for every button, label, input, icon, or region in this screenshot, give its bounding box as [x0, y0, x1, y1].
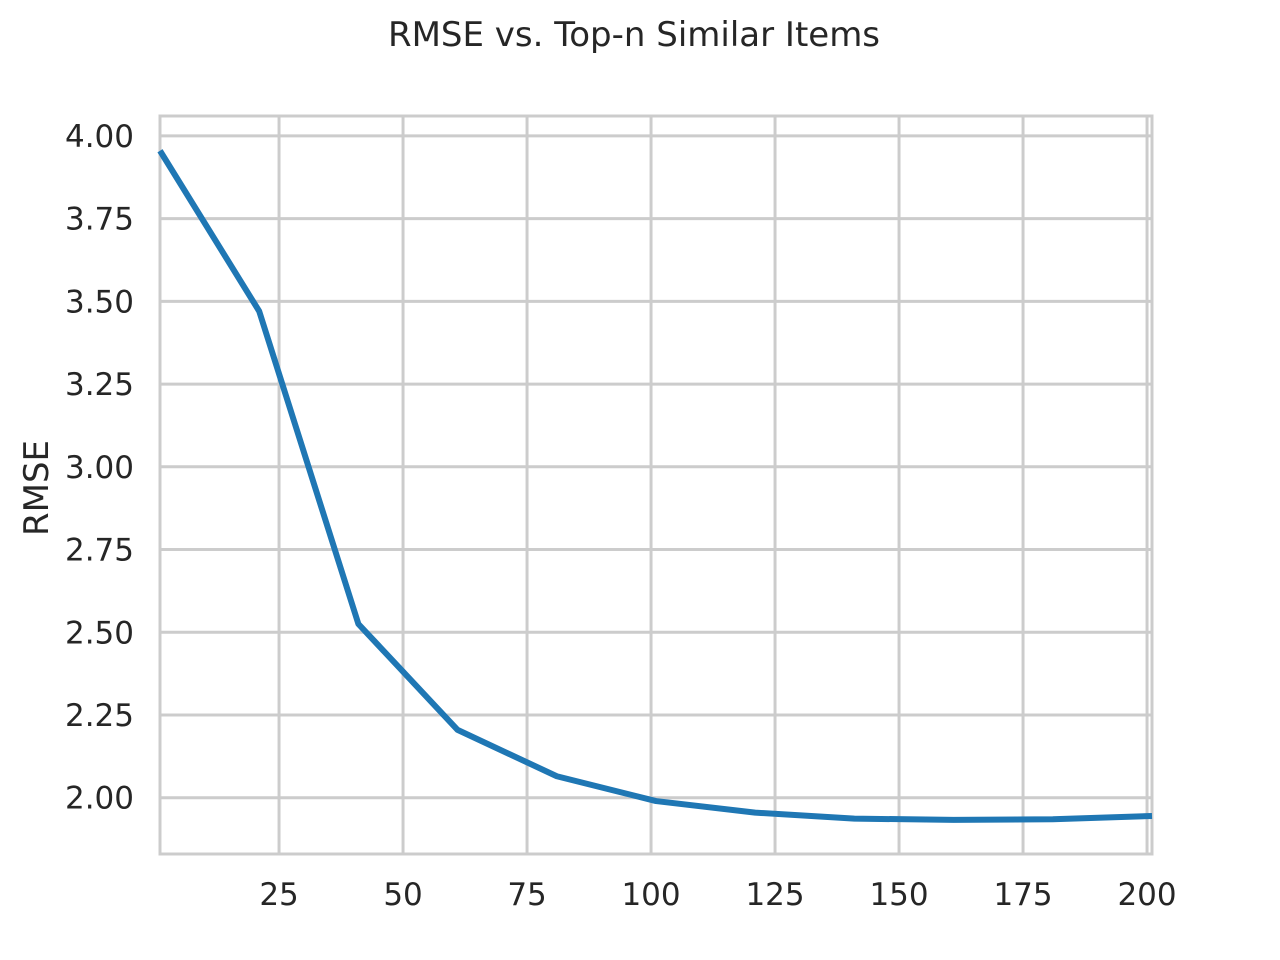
y-axis-label: RMSE	[17, 440, 57, 536]
y-tick-label-3.75: 3.75	[65, 202, 134, 238]
y-tick-label-3.25: 3.25	[65, 367, 134, 403]
x-tick-label-150: 150	[869, 877, 928, 913]
plot-frame	[158, 114, 1154, 856]
x-tick-label-175: 175	[993, 877, 1052, 913]
y-tick-label-2.75: 2.75	[65, 533, 134, 569]
x-tick-label-100: 100	[621, 877, 680, 913]
y-tick-label-3.50: 3.50	[65, 284, 134, 320]
y-tick-label-3.00: 3.00	[65, 450, 134, 486]
series-line-0	[157, 149, 1153, 823]
x-tick-label-25: 25	[259, 877, 298, 913]
x-axis-ticks: 25 50 75 100 125 150 175 200	[259, 877, 1176, 913]
plot-border	[158, 114, 1154, 856]
y-tick-label-2.50: 2.50	[65, 615, 134, 651]
y-tick-label-2.00: 2.00	[65, 781, 134, 817]
series-layer	[157, 149, 1153, 823]
grid	[160, 116, 1152, 854]
chart-title: RMSE vs. Top-n Similar Items	[388, 15, 880, 55]
x-tick-label-125: 125	[745, 877, 804, 913]
y-tick-label-4.00: 4.00	[65, 119, 134, 155]
y-tick-label-2.25: 2.25	[65, 698, 134, 734]
x-tick-label-200: 200	[1117, 877, 1176, 913]
x-tick-label-75: 75	[507, 877, 546, 913]
x-tick-label-50: 50	[383, 877, 422, 913]
y-axis-ticks: 2.00 2.25 2.50 2.75 3.00 3.25 3.50 3.75 4.00	[65, 119, 134, 817]
